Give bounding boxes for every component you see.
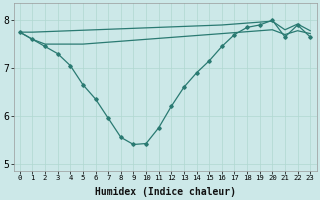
X-axis label: Humidex (Indice chaleur): Humidex (Indice chaleur) [94, 186, 236, 197]
